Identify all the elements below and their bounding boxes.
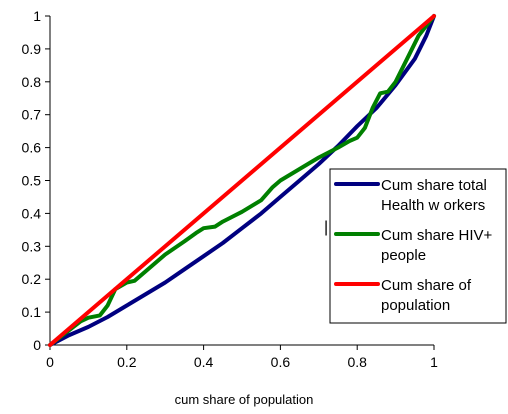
legend-label: Cum share of [381, 277, 472, 294]
legend-label: people [381, 247, 426, 264]
y-tick-label: 0.4 [22, 205, 42, 221]
legend-label: population [381, 297, 450, 314]
y-tick-label: 0.1 [22, 304, 42, 320]
series-line-cum-share-hiv-people [48, 14, 436, 347]
y-tick-label: 1 [33, 8, 41, 24]
y-ticks: 0 0.1 0.2 0.3 0.4 0.5 0.6 0.7 0.8 0.9 1 [22, 8, 50, 353]
legend-box [329, 168, 507, 324]
series-line-cum-share-total-health-w-orkers [48, 14, 436, 347]
y-tick-label: 0.7 [22, 107, 42, 123]
series-line-cum-share-of-population [48, 14, 436, 347]
x-tick-label: 0.8 [347, 354, 367, 370]
y-tick-label: 0.6 [22, 140, 42, 156]
x-tick-label: 0.2 [117, 354, 137, 370]
x-tick-label: 0.4 [194, 354, 214, 370]
x-tick-label: 0.6 [271, 354, 291, 370]
legend-label: Cum share total [381, 177, 487, 194]
x-tick-label: 1 [430, 354, 438, 370]
legend-label: Health w orkers [381, 197, 485, 214]
x-tick-label: 0 [46, 354, 54, 370]
legend: Cum share total Health w orkers Cum share … [329, 168, 507, 324]
x-axis-title: cum share of population [175, 392, 314, 407]
x-ticks: 0 0.2 0.4 0.6 0.8 1 [46, 345, 438, 370]
y-tick-label: 0.3 [22, 238, 42, 254]
y-tick-label: 0 [33, 337, 41, 353]
annotation-bar: | [324, 219, 328, 236]
legend-label: Cum share HIV+ [381, 227, 493, 244]
y-tick-label: 0.8 [22, 74, 42, 90]
y-tick-label: 0.2 [22, 271, 42, 287]
y-tick-label: 0.5 [22, 173, 42, 189]
legend-items: Cum share total Health w orkers Cum share … [334, 177, 493, 314]
y-tick-label: 0.9 [22, 41, 42, 57]
series-layer [48, 14, 436, 347]
